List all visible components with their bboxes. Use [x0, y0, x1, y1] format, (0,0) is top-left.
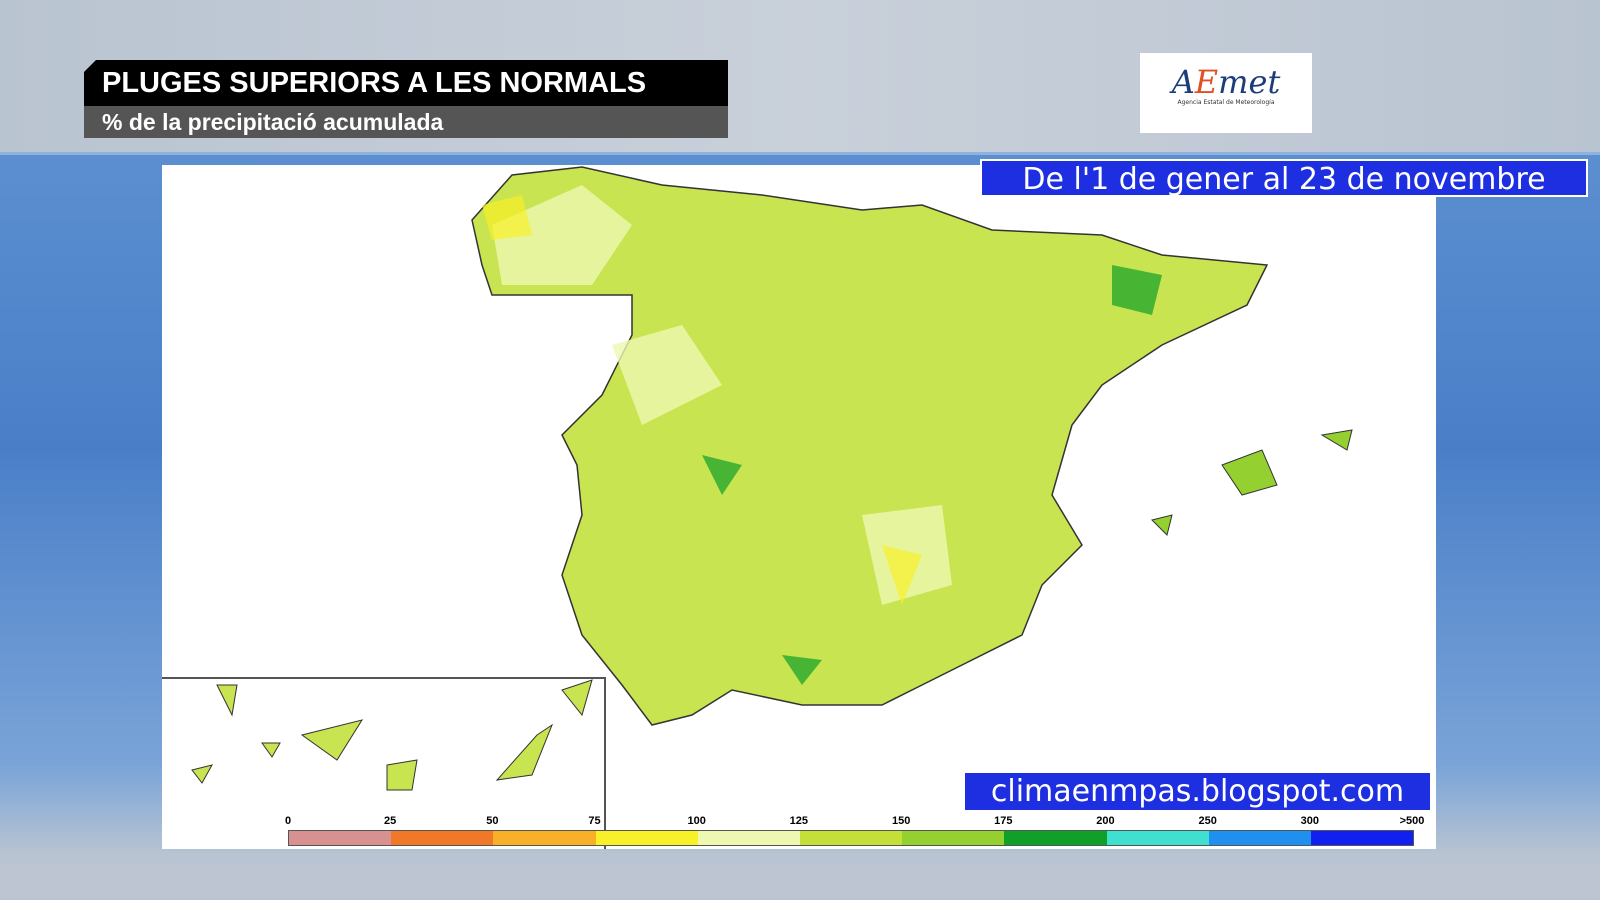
date-range-label: De l'1 de gener al 23 de novembre [980, 159, 1588, 197]
legend-label: 150 [891, 815, 911, 827]
legend-swatch [799, 831, 903, 845]
peninsula [471, 166, 1269, 726]
legend-swatch [902, 831, 1005, 845]
canary-islands [191, 679, 593, 791]
legend-label: 200 [1096, 815, 1115, 827]
precipitation-map [162, 165, 1436, 849]
legend-label: 125 [789, 815, 809, 827]
legend-label: 175 [994, 815, 1013, 827]
title: PLUGES SUPERIORS A LES NORMALS [84, 60, 728, 106]
legend-swatch [391, 831, 494, 845]
legend-label: >500 [1399, 815, 1425, 827]
logo-mark: AEmet [1171, 63, 1281, 101]
subtitle: % de la precipitació acumulada [84, 106, 728, 138]
legend: 0 25 50 75 100 125 150 175 200 250 300 >… [284, 815, 1424, 846]
legend-swatch [1106, 831, 1209, 845]
legend-swatch [289, 831, 392, 845]
legend-color-bar [288, 830, 1414, 846]
logo-tagline: Agencia Estatal de Meteorología [1177, 99, 1275, 106]
legend-swatch [595, 831, 698, 845]
legend-label: 75 [588, 815, 601, 827]
source-label: climaenmpas.blogspot.com [965, 773, 1430, 810]
legend-label: 0 [284, 815, 292, 827]
balearic-islands [1151, 429, 1353, 536]
legend-label: 300 [1300, 815, 1320, 827]
legend-label: 100 [687, 815, 706, 827]
canary-islands-inset [162, 677, 606, 849]
legend-swatch [1208, 831, 1311, 845]
aemet-logo: AEmet Agencia Estatal de Meteorología [1140, 53, 1312, 133]
legend-swatch [1004, 831, 1107, 845]
legend-swatch [493, 831, 596, 845]
legend-label: 25 [384, 815, 397, 827]
legend-swatch [697, 831, 800, 845]
footer-band [0, 864, 1600, 900]
legend-label: 50 [486, 815, 499, 827]
spain-map-shape [191, 166, 1353, 791]
legend-swatch [1310, 831, 1414, 845]
legend-label: 250 [1198, 815, 1217, 827]
